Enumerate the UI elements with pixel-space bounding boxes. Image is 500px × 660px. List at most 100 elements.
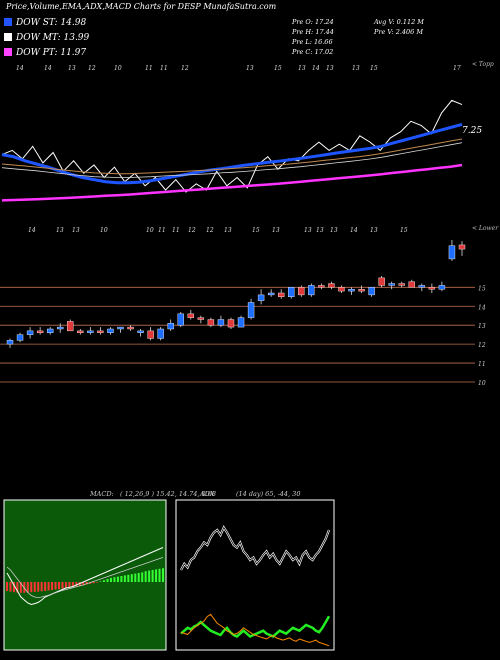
legend-dow-st: DOW ST: 14.98: [4, 18, 86, 28]
candle-body: [46, 328, 54, 333]
candle-body: [298, 287, 305, 296]
price-top-tick-label: 14: [350, 227, 358, 234]
macd-histogram-bar: [96, 582, 99, 583]
ema-top-tick-label: 14: [312, 65, 320, 72]
macd-histogram-bar: [9, 582, 12, 592]
price-top-tick-label: 13: [304, 227, 312, 234]
candle-body: [227, 319, 235, 328]
macd-histogram-bar: [54, 582, 57, 590]
info-avg-volume: Avg V: 0.112 M: [374, 18, 424, 26]
adx-plus-di-line: [180, 615, 331, 638]
candle-body: [247, 302, 255, 318]
price-top-tick-label: 13: [330, 227, 338, 234]
candle-body: [278, 292, 285, 298]
macd-histogram-bar: [127, 574, 130, 582]
macd-histogram-bar: [116, 576, 119, 582]
macd-histogram-bar: [19, 582, 22, 593]
macd-histogram-bar: [155, 569, 158, 582]
candle-body: [127, 326, 134, 330]
price-top-tick-label: 13: [272, 227, 280, 234]
ema-top-tick-label: 11: [145, 65, 153, 72]
macd-signal-line: [6, 557, 164, 599]
macd-params-wrap: MACD:: [90, 490, 116, 498]
ema-last-label: 7.25: [462, 126, 483, 136]
ema-top-tick-label: 13: [352, 65, 360, 72]
candle-body: [147, 330, 154, 339]
candle-body: [207, 319, 215, 326]
ema-right-corner: < Topp: [472, 61, 494, 68]
ema-top-tick-label: 13: [298, 65, 306, 72]
ema-top-tick-label: 13: [246, 65, 254, 72]
macd-histogram-bar: [137, 573, 140, 582]
candle-body: [428, 287, 436, 290]
macd-histogram-bar: [110, 577, 112, 582]
candle-body: [398, 283, 405, 286]
macd-histogram-bar: [33, 582, 36, 592]
candle-body: [338, 287, 345, 292]
macd-histogram-bar: [37, 582, 40, 592]
price-level-label: 11: [478, 361, 486, 368]
candle-body: [288, 287, 295, 298]
candle-body: [458, 244, 466, 250]
candle-body: [77, 330, 84, 333]
legend-dow-pt: DOW PT: 11.97: [4, 48, 86, 58]
macd-histogram-bar: [85, 582, 88, 585]
ema-top-tick-label: 10: [114, 65, 122, 72]
chart-title: Price,Volume,EMA,ADX,MACD Charts for DES…: [6, 2, 277, 11]
macd-histogram-bar: [103, 580, 106, 582]
legend-swatch-st: [4, 18, 12, 26]
candle-body: [438, 285, 446, 290]
price-level-label: 15: [478, 285, 486, 292]
macd-histogram-bar: [130, 574, 133, 582]
adx-line-inner: [180, 526, 330, 571]
candle-body: [117, 326, 124, 330]
ema-top-tick-label: 14: [16, 65, 24, 72]
candle-body: [378, 277, 385, 286]
price-top-tick-label: 12: [188, 227, 196, 234]
price-top-tick-label: 15: [400, 227, 408, 234]
candle-body: [6, 340, 14, 345]
candle-body: [328, 283, 335, 288]
candle-body: [177, 313, 184, 326]
adx-label: ADX: [200, 490, 215, 498]
price-top-tick-label: 13: [72, 227, 80, 234]
price-top-tick-label: 10: [100, 227, 108, 234]
ema-top-tick-label: 14: [44, 65, 52, 72]
ema-series-mt-shadow: [1, 142, 463, 178]
price-top-tick-label: 13: [370, 227, 378, 234]
price-top-tick-label: 13: [224, 227, 232, 234]
candle-body: [368, 287, 375, 296]
candle-body: [408, 281, 415, 288]
info-open: Pre O: 17.24: [292, 18, 334, 26]
ema-top-tick-label: 15: [274, 65, 282, 72]
price-level-label: 14: [478, 304, 486, 311]
price-top-tick-label: 11: [158, 227, 166, 234]
legend-dow-mt: DOW MT: 13.99: [4, 33, 89, 43]
candle-body: [358, 289, 365, 292]
macd-histogram-bar: [47, 582, 50, 591]
macd-histogram-bar: [106, 579, 109, 582]
macd-histogram-bar: [120, 576, 123, 582]
price-top-tick-label: 13: [56, 227, 64, 234]
candle-body: [308, 285, 315, 296]
candle-body: [97, 330, 104, 333]
macd-histogram-bar: [134, 573, 137, 582]
legend-dow-mt-label: DOW MT: 13.99: [16, 33, 90, 43]
price-level-label: 10: [478, 380, 486, 387]
ema-series-ema-mt: [1, 138, 463, 175]
candle-body: [257, 294, 265, 301]
info-low: Pre L: 16.66: [292, 38, 333, 46]
macd-histogram-bar: [123, 575, 126, 582]
info-pre-volume: Pre V: 2.406 M: [374, 28, 424, 36]
macd-histogram-bar: [61, 582, 64, 589]
macd-histogram-bar: [92, 582, 95, 584]
info-close: Pre C: 17.02: [292, 48, 334, 56]
macd-histogram-bar: [68, 582, 71, 588]
candle-body: [388, 283, 395, 286]
adx-minus-di-line: [180, 613, 330, 647]
legend-dow-pt-label: DOW PT: 11.97: [16, 48, 87, 58]
macd-histogram-bar: [144, 571, 147, 582]
legend-dow-st-label: DOW ST: 14.98: [16, 18, 87, 28]
macd-histogram-bar: [99, 581, 102, 582]
